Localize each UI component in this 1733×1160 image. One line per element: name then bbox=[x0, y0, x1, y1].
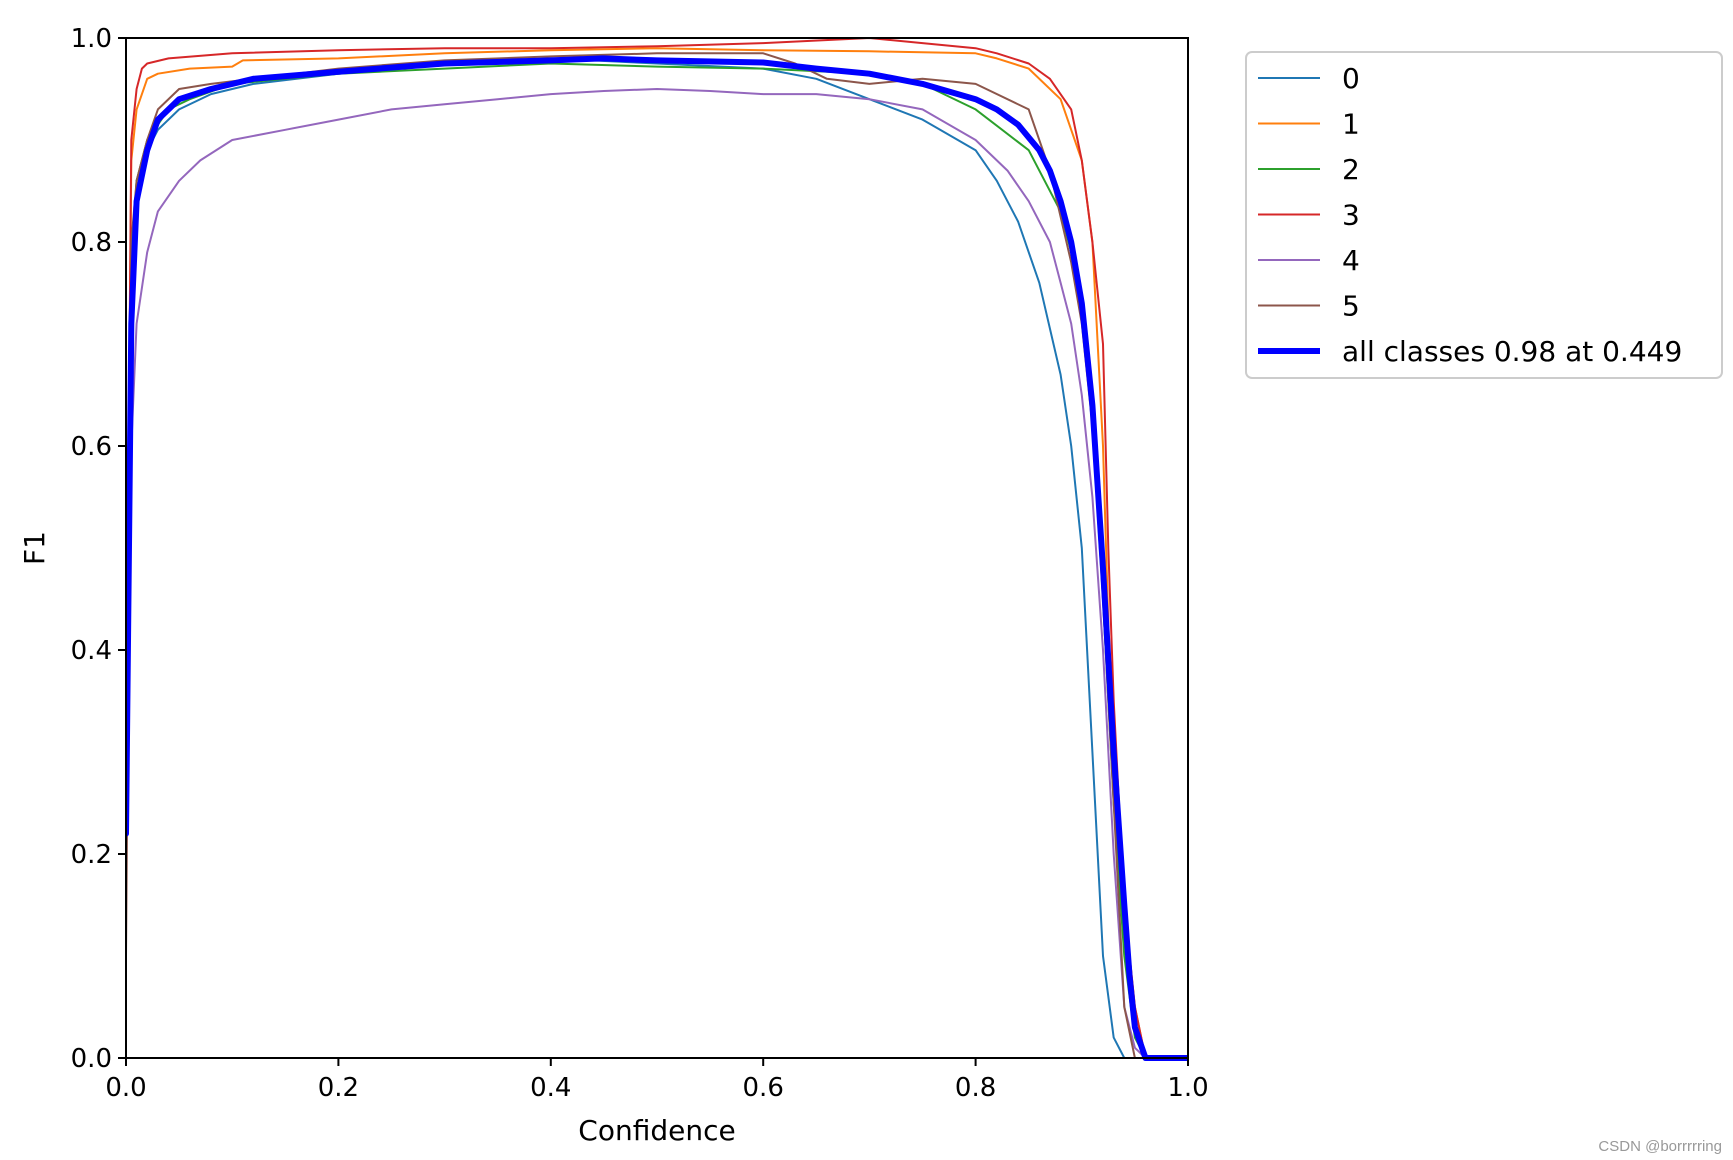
series-line-class-3 bbox=[126, 37, 1188, 1059]
y-tick-label: 0.0 bbox=[71, 1044, 112, 1074]
series-line-class-4 bbox=[126, 88, 1188, 1059]
y-tick-label: 1.0 bbox=[71, 24, 112, 54]
x-axis-label: Confidence bbox=[578, 1114, 735, 1147]
legend-box bbox=[1245, 51, 1723, 379]
x-tick-label: 1.0 bbox=[1167, 1073, 1208, 1103]
y-tick-label: 0.4 bbox=[71, 636, 112, 666]
legend-label: 5 bbox=[1342, 290, 1360, 323]
legend-label: 3 bbox=[1342, 199, 1360, 232]
y-axis-ticks: 0.0 0.2 0.4 0.6 0.8 1.0 bbox=[71, 24, 126, 1074]
x-tick-label: 0.2 bbox=[318, 1073, 359, 1103]
y-axis-label: F1 bbox=[18, 531, 51, 565]
series-line-all-classes bbox=[126, 55, 1188, 1061]
x-tick-label: 0.6 bbox=[743, 1073, 784, 1103]
x-tick-label: 0.8 bbox=[955, 1073, 996, 1103]
y-tick-label: 0.8 bbox=[71, 228, 112, 258]
plot-area bbox=[126, 37, 1188, 1061]
x-axis-ticks: 0.0 0.2 0.4 0.6 0.8 1.0 bbox=[105, 1058, 1209, 1103]
y-tick-label: 0.2 bbox=[71, 840, 112, 870]
legend-label: 1 bbox=[1342, 108, 1360, 141]
plot-frame bbox=[125, 37, 1189, 1059]
x-tick-label: 0.0 bbox=[105, 1073, 146, 1103]
legend-label: all classes 0.98 at 0.449 bbox=[1342, 335, 1682, 368]
legend-label: 4 bbox=[1342, 244, 1360, 277]
legend-label: 2 bbox=[1342, 153, 1360, 186]
watermark-text: CSDN @borrrrring bbox=[1598, 1138, 1722, 1155]
y-tick-label: 0.6 bbox=[71, 432, 112, 462]
legend-label: 0 bbox=[1342, 62, 1360, 95]
legend: 0 1 2 3 4 5 all classes 0.98 at 0.449 bbox=[1245, 51, 1723, 379]
x-tick-label: 0.4 bbox=[530, 1073, 571, 1103]
